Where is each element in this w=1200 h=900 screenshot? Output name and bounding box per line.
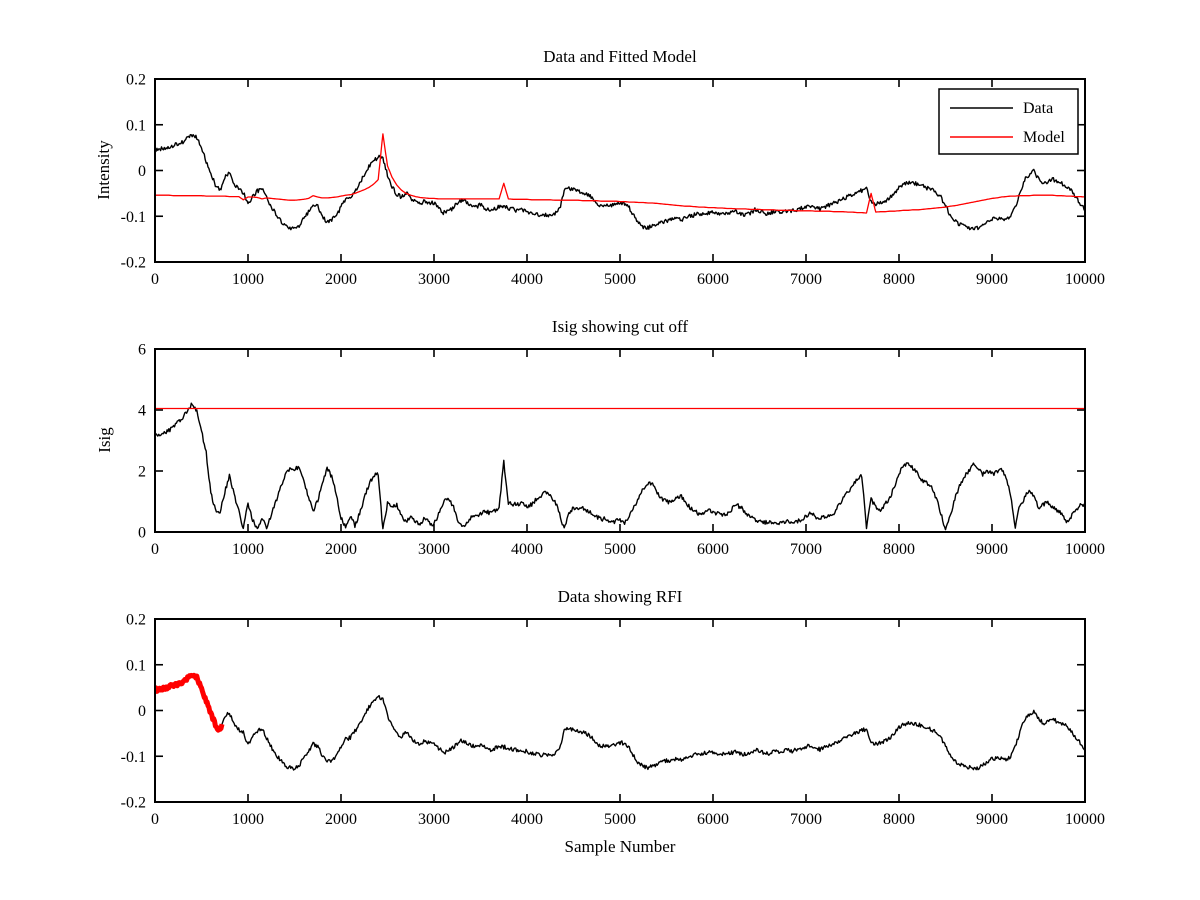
y-tick-label: 0	[138, 163, 146, 180]
x-tick-label: 10000	[1065, 271, 1105, 288]
legend-label-model: Model	[1023, 129, 1065, 146]
x-tick-label: 5000	[604, 271, 636, 288]
x-tick-label: 7000	[790, 541, 822, 558]
x-tick-label: 2000	[325, 811, 357, 828]
series-model	[155, 133, 1085, 214]
y-tick-label: 6	[138, 342, 146, 359]
legend-box	[938, 88, 1079, 155]
subplot1-ylabel: Intensity	[94, 140, 113, 200]
series-isig	[155, 402, 1085, 531]
x-tick-label: 4000	[511, 271, 543, 288]
x-tick-label: 6000	[697, 811, 729, 828]
x-tick-label: 2000	[325, 541, 357, 558]
x-tick-label: 5000	[604, 811, 636, 828]
axis-box	[154, 348, 1086, 533]
y-tick-label: 0.2	[126, 72, 146, 89]
y-tick-label: 0	[138, 525, 146, 542]
x-tick-label: 8000	[883, 811, 915, 828]
y-tick-label: -0.2	[121, 795, 146, 812]
x-tick-label: 1000	[232, 541, 264, 558]
x-tick-label: 3000	[418, 541, 450, 558]
x-tick-label: 1000	[232, 271, 264, 288]
legend: Data Model	[938, 88, 1079, 155]
x-tick-label: 10000	[1065, 541, 1105, 558]
x-tick-label: 2000	[325, 271, 357, 288]
x-tick-label: 0	[151, 541, 159, 558]
x-tick-label: 10000	[1065, 811, 1105, 828]
subplot3-xlabel: Sample Number	[565, 837, 676, 856]
x-tick-label: 6000	[697, 271, 729, 288]
plot-area	[155, 133, 1085, 231]
axis-box	[154, 618, 1086, 803]
y-tick-label: -0.2	[121, 255, 146, 272]
x-tick-label: 5000	[604, 541, 636, 558]
subplot-data-rfi: 0 1000 2000 3000 4000 5000 6000 7000 8000 9000 100…	[121, 612, 1105, 829]
y-tick-label: 0.1	[126, 117, 146, 134]
y-tick-label: 0.2	[126, 612, 146, 629]
x-tick-label: 1000	[232, 811, 264, 828]
x-tick-label: 6000	[697, 541, 729, 558]
subplot2-title: Isig showing cut off	[552, 317, 688, 336]
series-rfi-flagged-data	[155, 672, 225, 733]
x-tick-label: 0	[151, 271, 159, 288]
x-tick-label: 8000	[883, 271, 915, 288]
subplot-data-and-model: 0 1000 2000 3000 4000 5000 6000 7000 8000 9000 100…	[121, 72, 1105, 289]
y-tick-label: -0.1	[121, 749, 146, 766]
series-data	[215, 694, 1085, 771]
plot-area	[155, 402, 1085, 531]
x-tick-label: 3000	[418, 811, 450, 828]
plot-area	[155, 672, 1085, 771]
x-tick-label: 9000	[976, 271, 1008, 288]
series-data	[155, 134, 1085, 231]
x-tick-label: 7000	[790, 811, 822, 828]
x-tick-label: 4000	[511, 811, 543, 828]
legend-label-data: Data	[1023, 100, 1053, 117]
subplot2-ylabel: Isig	[95, 427, 114, 453]
x-tick-label: 8000	[883, 541, 915, 558]
x-tick-label: 9000	[976, 541, 1008, 558]
subplot1-title: Data and Fitted Model	[543, 47, 697, 66]
y-tick-label: -0.1	[121, 209, 146, 226]
y-tick-label: 0	[138, 703, 146, 720]
x-tick-label: 9000	[976, 811, 1008, 828]
y-tick-label: 4	[138, 403, 146, 420]
y-tick-label: 0.1	[126, 657, 146, 674]
y-tick-label: 2	[138, 464, 146, 481]
x-tick-label: 0	[151, 811, 159, 828]
x-tick-label: 4000	[511, 541, 543, 558]
x-tick-label: 3000	[418, 271, 450, 288]
subplot-isig-cutoff: 0 1000 2000 3000 4000 5000 6000 7000 8000 9000 100…	[138, 342, 1105, 559]
subplot3-title: Data showing RFI	[558, 587, 683, 606]
x-tick-label: 7000	[790, 271, 822, 288]
